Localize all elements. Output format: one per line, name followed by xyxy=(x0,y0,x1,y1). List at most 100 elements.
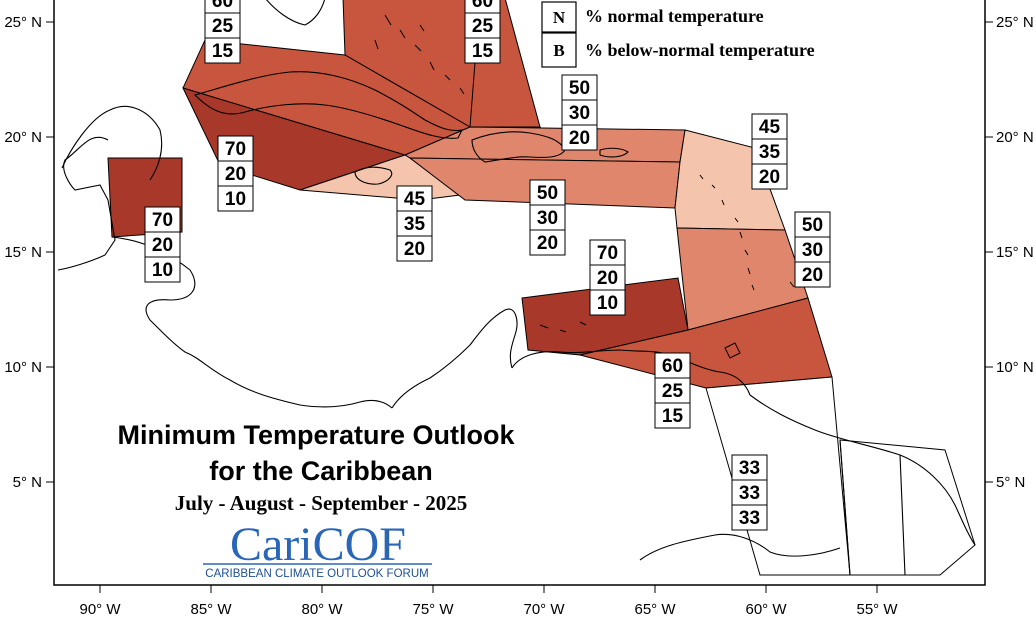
caricof-logo-mark: CariCOF xyxy=(230,518,406,571)
below-normal-value: 20 xyxy=(537,233,558,254)
caricof-logo: CariCOF CARIBBEAN CLIMATE OUTLOOK FORUM xyxy=(203,518,432,580)
below-normal-value: 10 xyxy=(597,293,618,314)
value-cell xyxy=(144,206,181,233)
value-cell xyxy=(396,210,433,237)
lat-tick-label: 10° N xyxy=(996,359,1034,376)
legend-key-n: N xyxy=(553,8,566,27)
value-cell xyxy=(654,377,691,404)
value-cell xyxy=(396,235,433,262)
value-box-trinidad-barbados: 60 25 15 xyxy=(654,352,691,429)
value-cell xyxy=(217,185,254,212)
lon-tick-label: 90° W xyxy=(79,601,121,618)
guianas-border-2 xyxy=(899,454,906,576)
above-normal-value: 50 xyxy=(802,215,823,236)
below-normal-value: 20 xyxy=(569,128,590,149)
above-normal-value: 70 xyxy=(597,243,618,264)
map-period: July - August - September - 2025 xyxy=(175,491,467,515)
legend-key-box-b xyxy=(541,32,577,68)
value-cell xyxy=(731,504,768,531)
lat-tick-label: 5° N xyxy=(13,474,42,491)
lat-tick-label: 20° N xyxy=(996,129,1034,146)
value-cell xyxy=(589,264,626,291)
venezuela-inland xyxy=(639,533,841,561)
below-normal-value: 20 xyxy=(404,239,425,260)
below-normal-value: 20 xyxy=(802,265,823,286)
lon-tick-label: 65° W xyxy=(634,601,676,618)
legend-key-b: B xyxy=(553,41,564,60)
normal-value: 30 xyxy=(569,103,590,124)
value-box-guianas: 33 33 33 xyxy=(731,454,768,531)
above-normal-value: 50 xyxy=(537,183,558,204)
legend-label-n: % normal temperature xyxy=(585,6,764,26)
lon-tick-label: 80° W xyxy=(301,601,343,618)
above-normal-value: 70 xyxy=(225,139,246,160)
value-cell xyxy=(464,12,501,39)
barbados-mark xyxy=(789,281,795,288)
value-cell xyxy=(561,99,598,126)
above-normal-value: 50 xyxy=(569,78,590,99)
guianas-coast xyxy=(749,394,976,546)
value-cell xyxy=(144,256,181,283)
value-box-bahamas: 60 25 15 xyxy=(204,0,241,64)
title-block: Minimum Temperature Outlook for the Cari… xyxy=(117,420,515,515)
legend-label-b: % below-normal temperature xyxy=(585,40,815,60)
value-cell xyxy=(204,12,241,39)
lat-tick-label: 20° N xyxy=(4,129,42,146)
normal-value: 25 xyxy=(472,16,494,37)
value-cell xyxy=(204,37,241,64)
lon-tick-label: 60° W xyxy=(745,601,787,618)
value-cell xyxy=(529,179,566,206)
below-normal-value: 10 xyxy=(225,189,246,210)
value-box-hispaniola-south: 50 30 20 xyxy=(529,179,566,256)
value-cell xyxy=(794,261,831,288)
normal-value: 35 xyxy=(759,142,781,163)
lat-tick-label: 5° N xyxy=(996,474,1025,491)
trinidad-mark xyxy=(724,342,741,359)
panama-coast xyxy=(391,308,518,409)
value-box-jamaica: 45 35 20 xyxy=(396,185,433,262)
lat-tick-label: 25° N xyxy=(996,14,1034,31)
region-value-boxes: 60 25 15 60 25 15 70 20 10 70 20 10 50 30 20 45 35 20 50 30… xyxy=(144,0,831,531)
value-box-hispaniola-north: 50 30 20 xyxy=(561,74,598,151)
jamaica-outline xyxy=(354,166,393,185)
value-box-turks-caicos: 60 25 15 xyxy=(464,0,501,64)
lon-tick-label: 70° W xyxy=(523,601,565,618)
value-box-windward-islands: 50 30 20 xyxy=(794,211,831,288)
below-normal-value: 20 xyxy=(759,167,780,188)
value-cell xyxy=(654,352,691,379)
normal-value: 25 xyxy=(212,16,234,37)
normal-value: 30 xyxy=(802,240,823,261)
guianas-border-1 xyxy=(839,439,851,576)
normal-value: 25 xyxy=(662,381,684,402)
above-normal-value: 45 xyxy=(404,189,426,210)
normal-value: 35 xyxy=(404,214,426,235)
lat-tick-label: 10° N xyxy=(4,359,42,376)
leeward-islands-marks xyxy=(699,174,755,291)
above-normal-value: 33 xyxy=(739,458,760,479)
abc-islands-marks xyxy=(539,321,587,333)
value-cell xyxy=(529,204,566,231)
value-cell xyxy=(217,160,254,187)
value-cell xyxy=(589,239,626,266)
value-box-abc-islands: 70 20 10 xyxy=(589,239,626,316)
normal-value: 20 xyxy=(152,235,173,256)
value-cell xyxy=(751,113,788,140)
longitude-ticks: 90° W 85° W 80° W 75° W 70° W 65° W 60° W 55° W xyxy=(79,585,898,618)
value-cell xyxy=(654,402,691,429)
normal-value: 20 xyxy=(597,268,618,289)
colombia-venezuela-coast xyxy=(511,349,751,396)
latitude-ticks-right: 25° N 20° N 15° N 10° N 5° N xyxy=(985,14,1034,491)
bahamas-islands xyxy=(374,14,465,95)
value-cell xyxy=(529,229,566,256)
lat-tick-label: 15° N xyxy=(996,244,1034,261)
lon-tick-label: 85° W xyxy=(190,601,232,618)
below-normal-value: 15 xyxy=(212,41,234,62)
yucatan-north-coast xyxy=(61,105,163,181)
coastlines xyxy=(57,0,976,576)
latitude-ticks-left: 25° N 20° N 15° N 10° N 5° N xyxy=(4,14,54,491)
value-cell xyxy=(589,289,626,316)
map-title-line2: for the Caribbean xyxy=(209,456,433,486)
value-cell xyxy=(464,37,501,64)
florida-coast xyxy=(266,0,325,26)
